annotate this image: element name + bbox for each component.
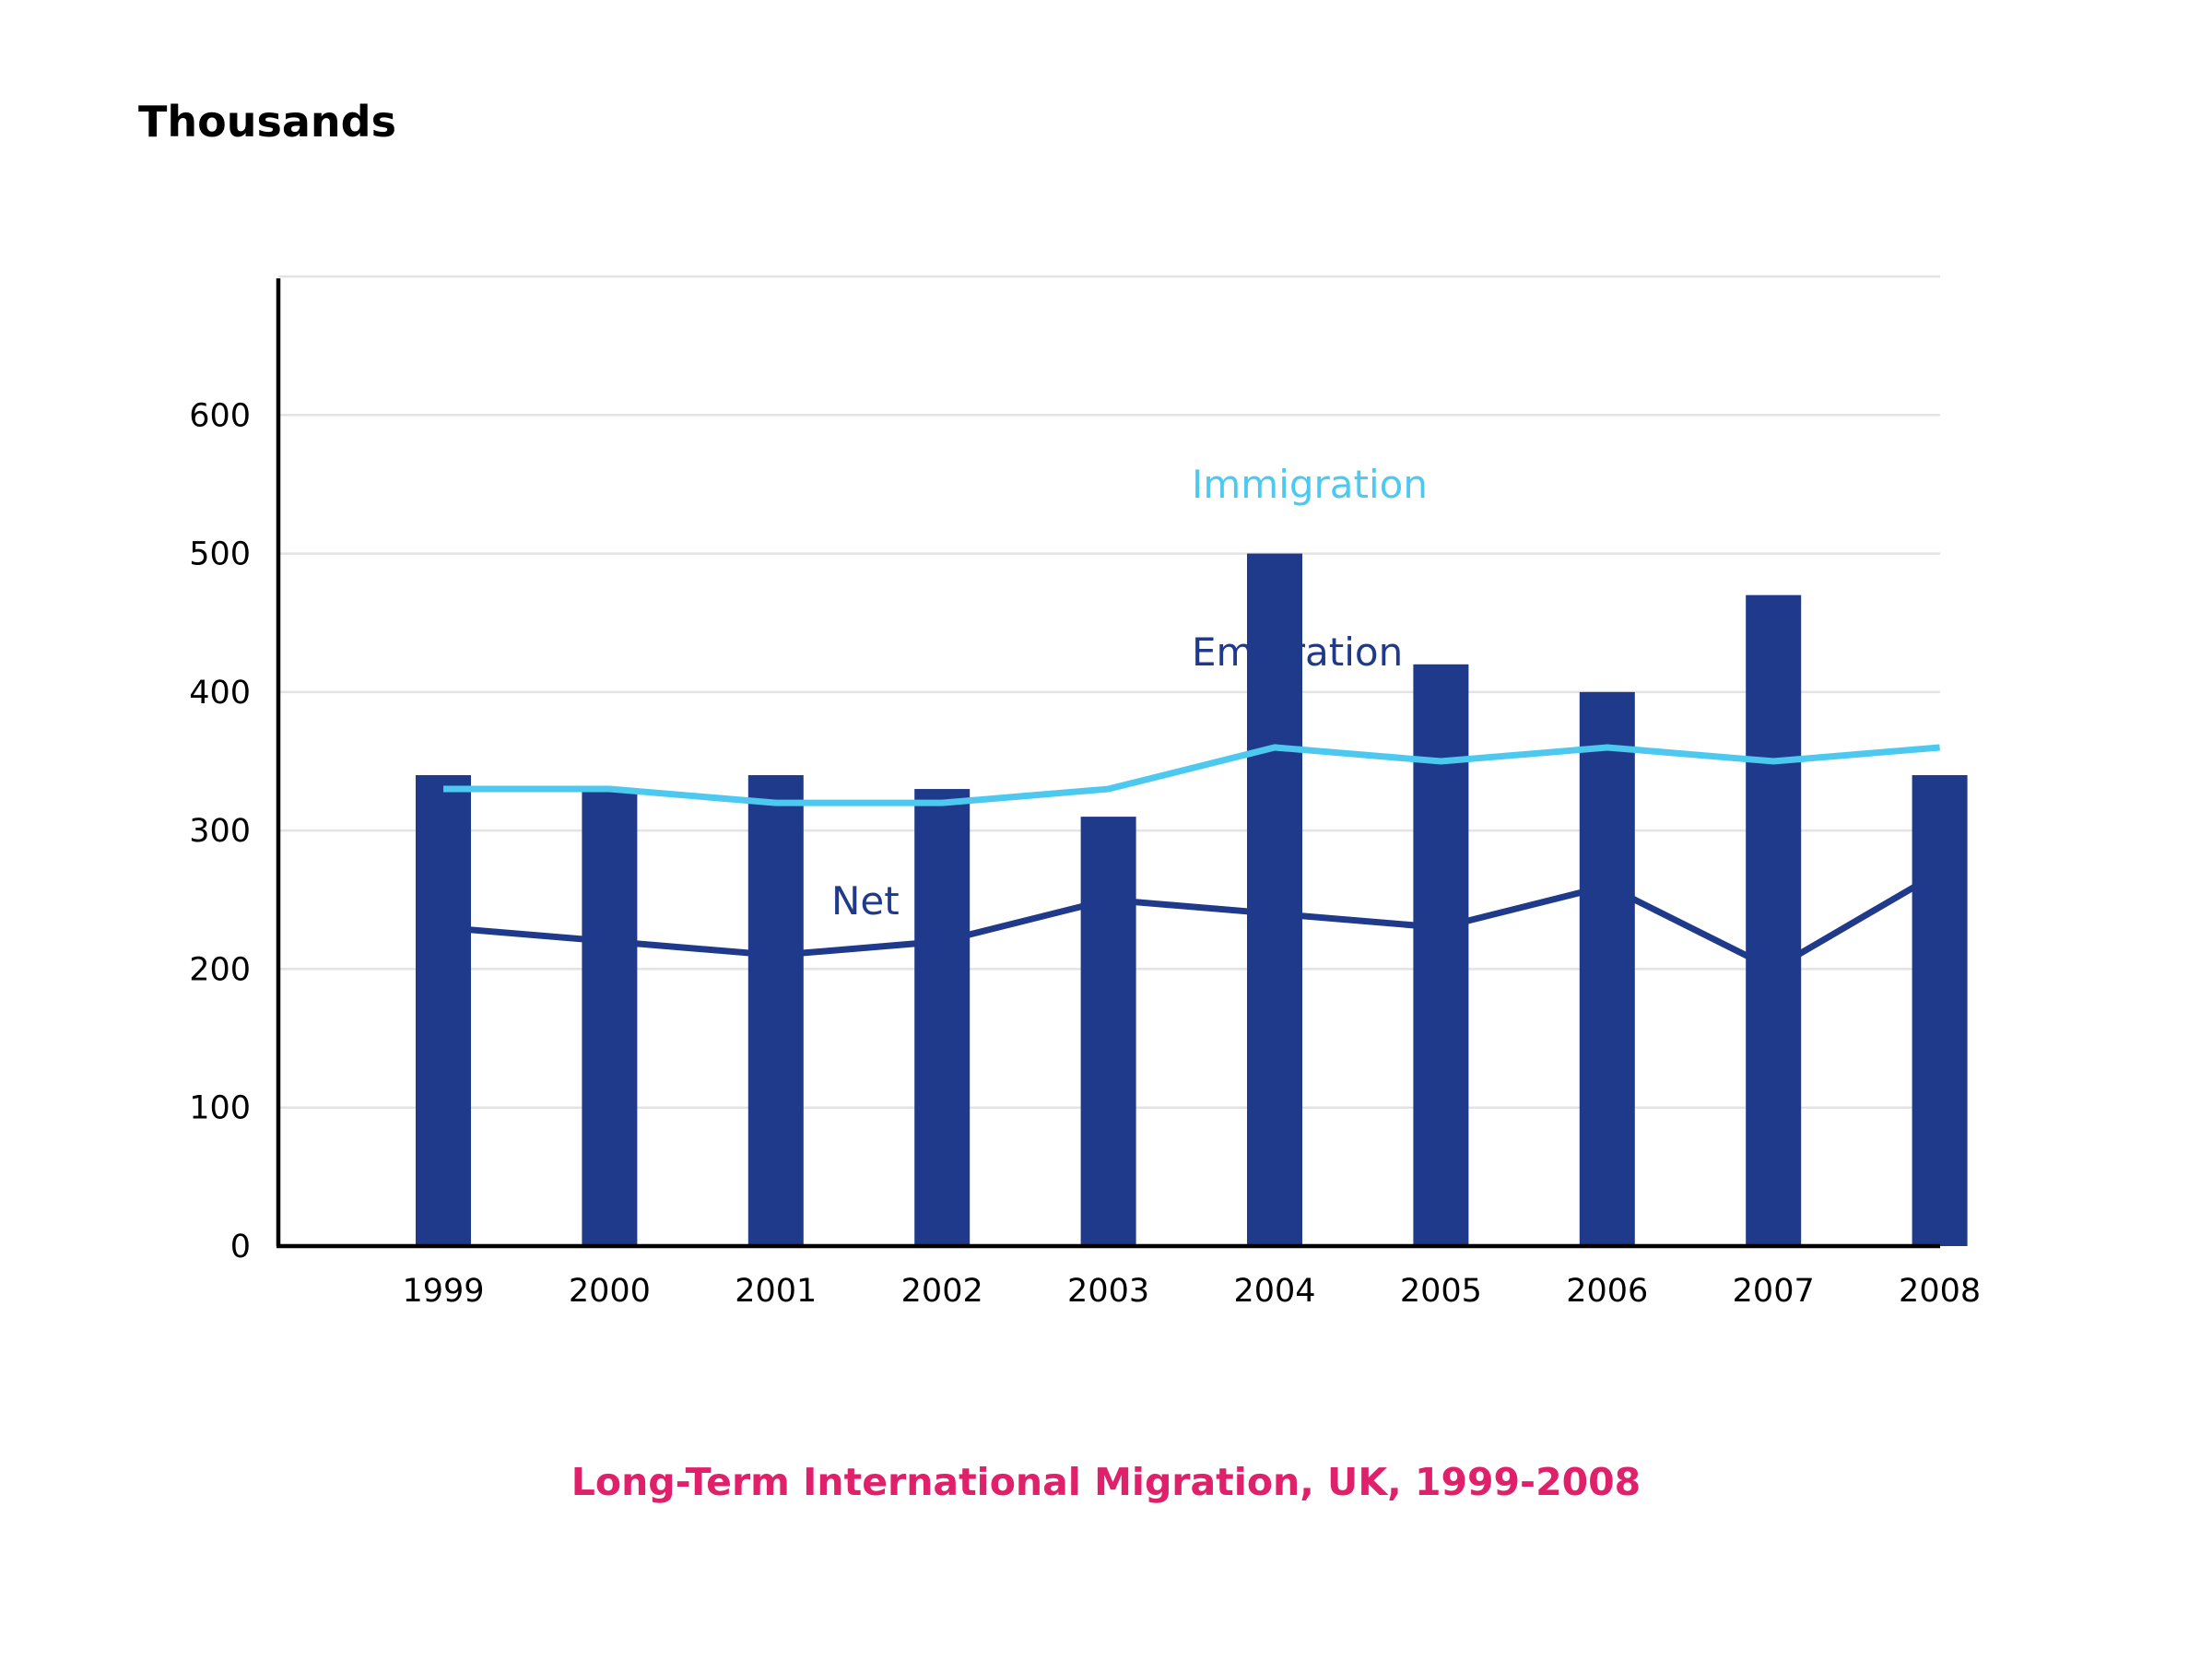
y-tick-label: 600 — [189, 397, 251, 434]
bar-immigration — [582, 789, 638, 1246]
bar-immigration — [1746, 594, 1802, 1246]
bar-immigration — [1579, 691, 1635, 1246]
bar-immigration — [416, 775, 471, 1246]
x-tick-label: 2005 — [1400, 1273, 1482, 1310]
y-tick-label: 100 — [189, 1090, 251, 1127]
series-label-emigration: Emigration — [1192, 629, 1403, 675]
chart-caption: Long-Term International Migration, UK, 1… — [571, 1460, 1641, 1504]
line-emigration — [443, 744, 1940, 806]
y-tick-label: 400 — [189, 675, 251, 712]
x-tick-label: 2003 — [1067, 1273, 1149, 1310]
x-tick-label: 2001 — [735, 1273, 817, 1310]
y-tick-label: 200 — [189, 951, 251, 988]
x-tick-label: 2000 — [569, 1273, 651, 1310]
axes — [276, 278, 1940, 1249]
bar-immigration — [1912, 775, 1968, 1246]
bar-immigration — [914, 789, 971, 1246]
y-tick-label: 300 — [189, 813, 251, 850]
x-tick-label: 2004 — [1233, 1273, 1315, 1310]
bar-immigration — [1247, 553, 1302, 1246]
y-axis-title: Thousands — [138, 97, 396, 147]
bar-immigration — [747, 775, 804, 1246]
x-tick-label: 2007 — [1733, 1273, 1815, 1310]
series-label-immigration: Immigration — [1192, 462, 1428, 507]
bars — [416, 553, 1968, 1246]
y-tick-label: 500 — [189, 536, 251, 573]
bar-immigration — [1413, 664, 1469, 1246]
line-net — [442, 869, 1942, 973]
tick-labels: 0 100 200 300 400 500 600 1999 2000 2001 2002 2003 2… — [189, 397, 1981, 1310]
x-tick-label: 2008 — [1899, 1273, 1981, 1310]
x-tick-label: 2002 — [901, 1273, 983, 1310]
x-tick-label: 2006 — [1566, 1273, 1648, 1310]
series-label-net: Net — [831, 878, 900, 924]
bar-immigration — [1080, 817, 1136, 1246]
x-tick-label: 1999 — [402, 1273, 484, 1310]
y-tick-label: 0 — [230, 1229, 251, 1265]
lines — [442, 744, 1942, 973]
